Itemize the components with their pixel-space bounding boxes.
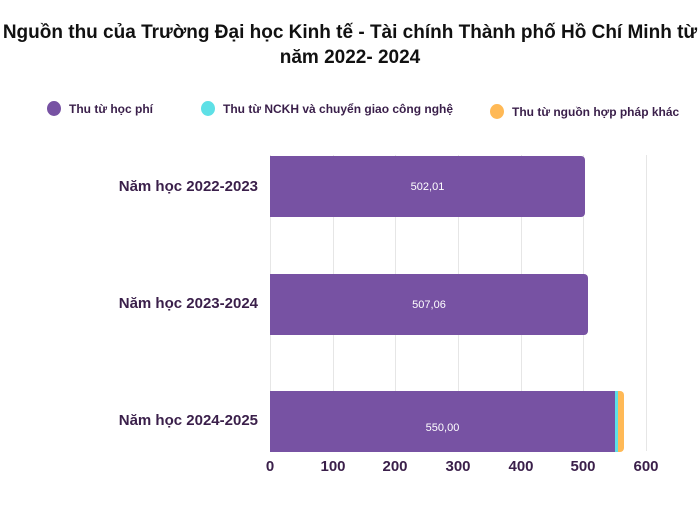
legend-item-other[interactable]: Thu từ nguồn hợp pháp khác	[490, 104, 679, 119]
x-tick: 300	[445, 458, 471, 475]
legend-dot-icon	[201, 101, 215, 116]
bar-segment-other[interactable]	[618, 391, 624, 452]
chart-title-line2: năm 2022- 2024	[279, 47, 421, 68]
bar-2024-2025[interactable]: 550,00	[270, 391, 624, 452]
bar-segment-research[interactable]	[615, 391, 618, 452]
legend-label: Thu từ NCKH và chuyển giao công nghệ	[223, 101, 454, 116]
x-tick: 400	[508, 458, 534, 475]
x-tick: 200	[382, 458, 408, 475]
legend-label: Thu từ nguồn hợp pháp khác	[512, 104, 680, 119]
bar-2022-2023[interactable]: 502,01	[270, 156, 585, 217]
bar-segment-tuition[interactable]: 507,06	[270, 274, 588, 335]
category-label: Năm học 2023-2024	[118, 295, 258, 312]
plot-area: 502,01 507,06 550,00	[270, 155, 647, 452]
x-tick: 0	[265, 458, 275, 475]
legend-item-tuition[interactable]: Thu từ học phí	[47, 101, 153, 116]
legend-dot-icon	[490, 104, 504, 119]
chart-title-line1: Nguồn thu của Trường Đại học Kinh tế - T…	[2, 22, 698, 43]
bar-value-label: 507,06	[412, 298, 446, 311]
chart-title: Nguồn thu của Trường Đại học Kinh tế - T…	[0, 20, 700, 70]
x-tick: 500	[570, 458, 596, 475]
category-label: Năm học 2022-2023	[118, 178, 258, 195]
bar-value-label: 502,01	[410, 180, 445, 193]
bar-2023-2024[interactable]: 507,06	[270, 274, 588, 335]
x-tick: 100	[320, 458, 346, 475]
bar-segment-tuition[interactable]: 502,01	[270, 156, 585, 217]
legend-item-research[interactable]: Thu từ NCKH và chuyển giao công nghệ	[201, 101, 453, 116]
legend-label: Thu từ học phí	[69, 101, 154, 116]
x-tick: 600	[633, 458, 659, 475]
gridline	[646, 155, 647, 451]
bar-value-label: 550,00	[425, 421, 460, 434]
legend-dot-icon	[47, 101, 61, 116]
bar-segment-tuition[interactable]: 550,00	[270, 391, 615, 452]
category-label: Năm học 2024-2025	[118, 412, 258, 429]
